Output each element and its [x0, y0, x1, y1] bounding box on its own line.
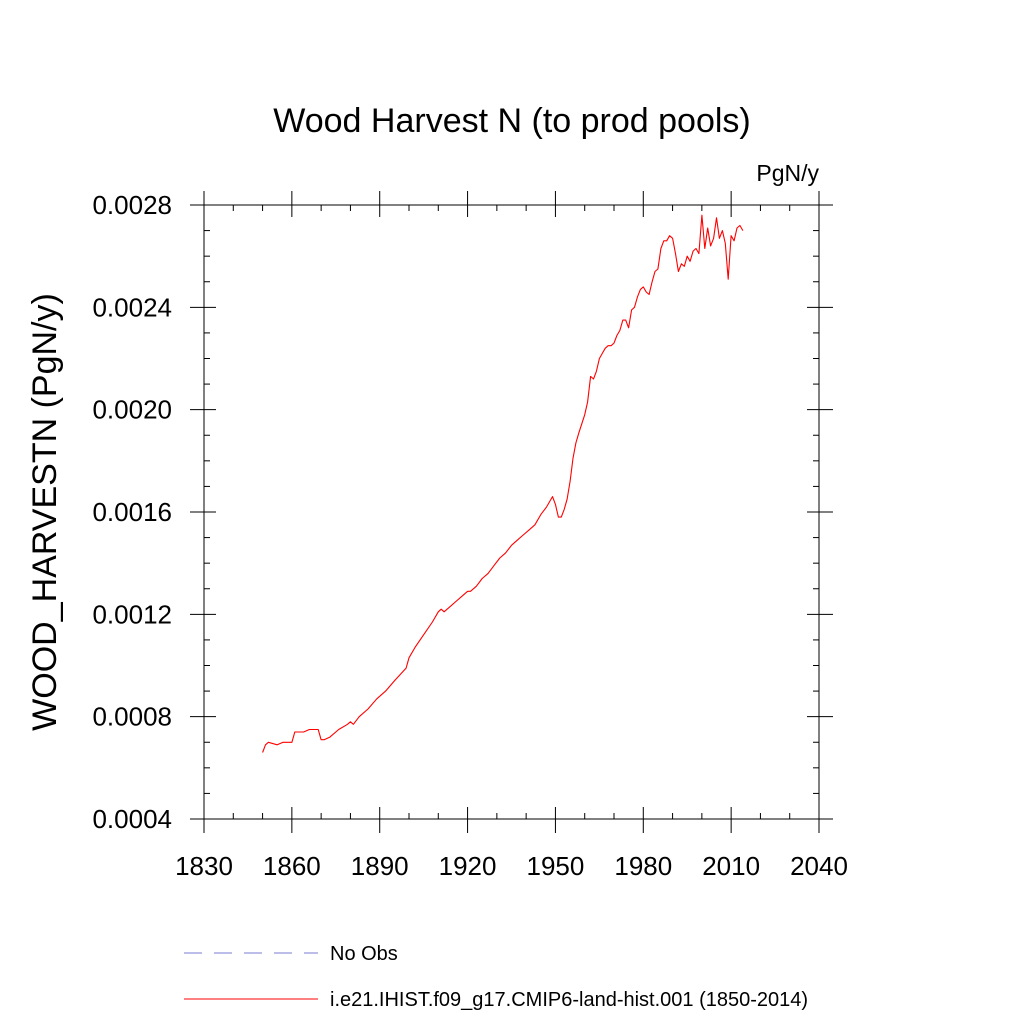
plot-border: [203, 204, 820, 820]
y-tick-label: 0.0016: [92, 497, 172, 527]
plot-frame: [203, 204, 820, 820]
y-axis-tick-labels: 0.0004 0.0008 0.0012 0.0016 0.0020 0.0024 0.00…: [92, 190, 172, 834]
x-tick-label: 1860: [263, 851, 321, 881]
x-tick-label: 1890: [351, 851, 409, 881]
chart-title: Wood Harvest N (to prod pools): [273, 102, 750, 140]
y-tick-label: 0.0020: [92, 395, 172, 425]
data-series: [262, 214, 744, 753]
x-tick-label: 1920: [439, 851, 497, 881]
x-tick-label: 1830: [175, 851, 233, 881]
x-axis-tick-labels: 1830 1860 1890 1920 1950 1980 2010 2040: [175, 851, 848, 881]
series-line: [262, 214, 744, 753]
legend: No Obs i.e21.IHIST.f09_g17.CMIP6-land-his…: [184, 943, 808, 1011]
x-tick-label: 1980: [614, 851, 672, 881]
y-axis-title: WOOD_HARVESTN (PgN/y): [26, 293, 64, 731]
units-label: PgN/y: [756, 160, 819, 186]
legend-label: No Obs: [330, 943, 398, 965]
y-axis-ticks: [190, 204, 833, 820]
x-axis-ticks: [203, 191, 820, 833]
y-tick-label: 0.0008: [92, 702, 172, 732]
y-tick-label: 0.0028: [92, 190, 172, 220]
y-tick-label: 0.0012: [92, 599, 172, 629]
y-tick-label: 0.0024: [92, 292, 172, 322]
y-tick-label: 0.0004: [92, 804, 172, 834]
x-tick-label: 2040: [790, 851, 848, 881]
x-tick-label: 1950: [527, 851, 585, 881]
legend-label: i.e21.IHIST.f09_g17.CMIP6-land-hist.001 …: [330, 989, 808, 1011]
x-tick-label: 2010: [702, 851, 760, 881]
